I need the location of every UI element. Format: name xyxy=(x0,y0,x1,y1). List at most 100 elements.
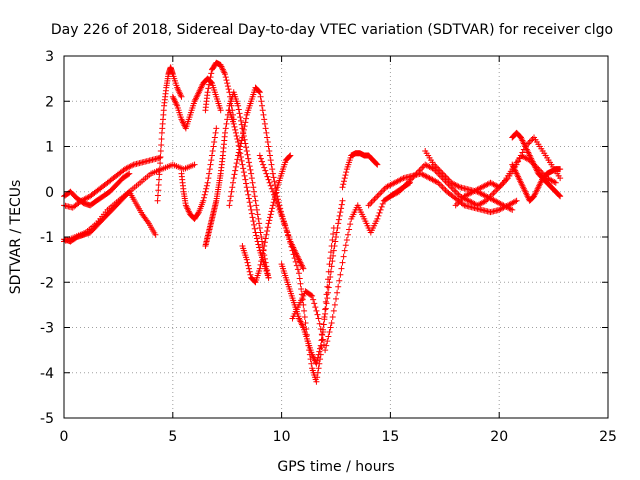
data-point xyxy=(240,126,247,133)
data-point xyxy=(243,256,250,263)
data-point xyxy=(229,184,236,191)
data-point xyxy=(491,188,498,195)
data-point xyxy=(267,211,274,218)
data-point xyxy=(264,134,271,141)
data-point xyxy=(516,155,523,162)
data-point xyxy=(257,93,264,100)
data-point xyxy=(156,171,163,178)
data-point xyxy=(342,172,349,179)
data-point xyxy=(230,179,237,186)
data-point xyxy=(378,203,385,210)
data-point xyxy=(240,130,247,137)
data-point xyxy=(380,187,387,194)
data-point xyxy=(178,93,185,100)
data-point xyxy=(314,311,321,318)
data-point xyxy=(241,172,248,179)
data-point xyxy=(256,220,263,227)
data-point xyxy=(241,123,248,130)
data-point xyxy=(291,255,298,262)
data-point xyxy=(275,203,282,210)
data-point xyxy=(513,197,520,204)
data-point xyxy=(339,259,346,266)
data-point xyxy=(365,202,372,209)
data-point xyxy=(253,232,260,239)
data-point xyxy=(246,268,253,275)
data-point xyxy=(433,164,440,171)
y-axis-label: SDTVAR / TECUs xyxy=(8,180,24,295)
data-point xyxy=(224,80,231,87)
data-point xyxy=(331,243,338,250)
data-point xyxy=(320,321,327,328)
data-point xyxy=(324,283,331,290)
data-point xyxy=(239,134,246,141)
data-point xyxy=(268,208,275,215)
data-point xyxy=(377,190,384,197)
data-point xyxy=(301,307,308,314)
data-point xyxy=(449,185,456,192)
data-point xyxy=(245,159,252,166)
data-point xyxy=(201,191,208,198)
data-point xyxy=(314,354,321,361)
data-point xyxy=(253,206,260,213)
data-point xyxy=(507,206,514,213)
data-point xyxy=(338,265,345,272)
data-point xyxy=(374,215,381,222)
y-tick-label: -1 xyxy=(40,230,54,246)
data-point xyxy=(328,319,335,326)
data-point xyxy=(237,143,244,150)
data-point xyxy=(339,197,346,204)
data-point xyxy=(264,224,271,231)
data-point xyxy=(315,315,322,322)
data-point xyxy=(327,324,334,331)
data-point xyxy=(250,218,257,225)
data-point xyxy=(247,166,254,173)
data-point xyxy=(233,160,240,167)
data-point xyxy=(233,132,240,139)
data-point xyxy=(288,243,295,250)
data-point xyxy=(266,214,273,221)
data-point xyxy=(202,188,209,195)
data-point xyxy=(494,183,501,190)
data-point xyxy=(204,89,211,96)
y-tick-label: -5 xyxy=(40,411,54,427)
data-point xyxy=(316,320,323,327)
data-point xyxy=(340,178,347,185)
x-tick-label: 25 xyxy=(599,429,617,445)
data-point xyxy=(325,284,332,291)
data-point xyxy=(251,221,258,228)
data-point xyxy=(243,180,250,187)
data-point xyxy=(257,229,264,236)
data-point xyxy=(325,333,332,340)
data-point xyxy=(376,209,383,216)
data-point xyxy=(209,148,216,155)
data-point xyxy=(438,169,445,176)
x-tick-label: 5 xyxy=(168,429,177,445)
data-point xyxy=(317,326,324,333)
data-point xyxy=(257,261,264,268)
data-point xyxy=(256,244,263,251)
data-point xyxy=(279,215,286,222)
data-point xyxy=(265,274,272,281)
data-point xyxy=(240,169,247,176)
series-sat-d xyxy=(61,188,159,245)
data-point xyxy=(262,235,269,242)
data-point xyxy=(314,369,321,376)
data-point xyxy=(373,160,380,167)
data-point xyxy=(313,307,320,314)
data-point xyxy=(232,163,239,170)
data-point xyxy=(155,181,162,188)
data-point xyxy=(335,283,342,290)
x-tick-label: 0 xyxy=(60,429,69,445)
data-point xyxy=(247,203,254,210)
data-point xyxy=(278,212,285,219)
data-point xyxy=(273,187,280,194)
series-sat-p xyxy=(339,150,381,191)
data-point xyxy=(255,215,262,222)
data-point xyxy=(253,202,260,209)
data-point xyxy=(206,166,213,173)
data-point xyxy=(246,199,253,206)
data-point xyxy=(154,192,161,199)
y-tick-label: 1 xyxy=(45,140,54,156)
data-point xyxy=(251,225,258,232)
data-point xyxy=(258,234,265,240)
